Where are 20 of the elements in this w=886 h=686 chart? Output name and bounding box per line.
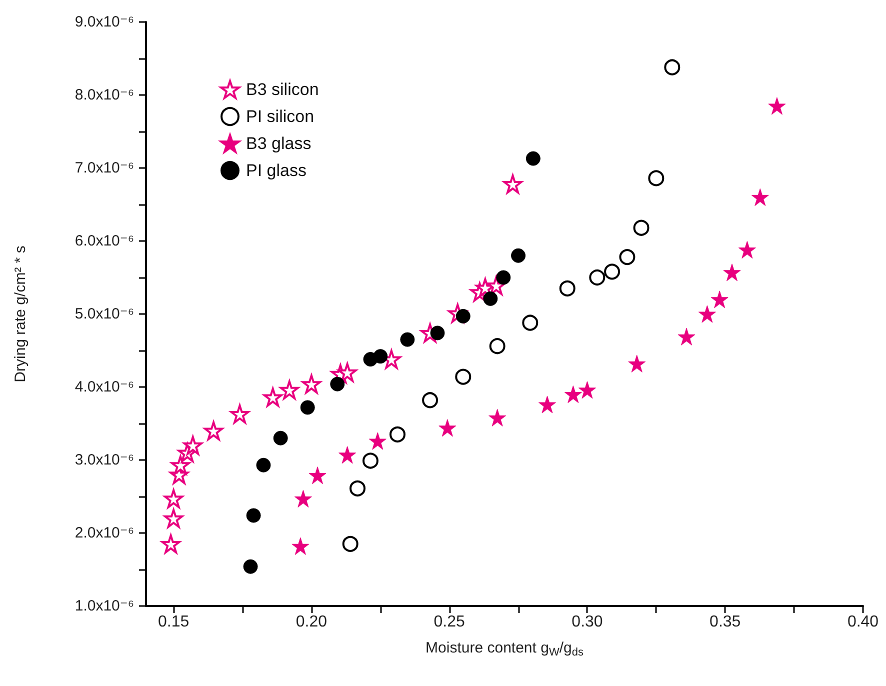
legend-label: B3 silicon — [246, 80, 319, 99]
legend-label: PI glass — [246, 161, 306, 180]
y-tick-label: 4.0x10⁻⁶ — [74, 378, 134, 396]
y-tick-label: 9.0x10⁻⁶ — [74, 14, 134, 30]
legend-label: PI silicon — [246, 107, 314, 126]
y-tick-label: 2.0x10⁻⁶ — [74, 524, 134, 542]
x-tick-label: 0.20 — [296, 614, 328, 630]
y-axis-title: Drying rate g/cm² * s — [12, 246, 29, 382]
x-tick-label: 0.15 — [158, 614, 190, 630]
y-tick-label: 8.0x10⁻⁶ — [74, 86, 134, 104]
x-tick-label: 0.40 — [847, 614, 879, 630]
y-tick-label: 5.0x10⁻⁶ — [74, 306, 134, 322]
x-tick-label: 0.30 — [572, 614, 603, 630]
y-tick-label: 7.0x10⁻⁶ — [74, 160, 134, 176]
y-tick-label: 3.0x10⁻⁶ — [74, 452, 134, 468]
x-tick-label: 0.25 — [434, 614, 466, 630]
x-tick-label: 0.35 — [710, 614, 741, 630]
y-tick-label: 1.0x10⁻⁶ — [74, 598, 134, 614]
legend-label: B3 glass — [246, 134, 312, 153]
y-tick-label: 6.0x10⁻⁶ — [74, 232, 134, 250]
